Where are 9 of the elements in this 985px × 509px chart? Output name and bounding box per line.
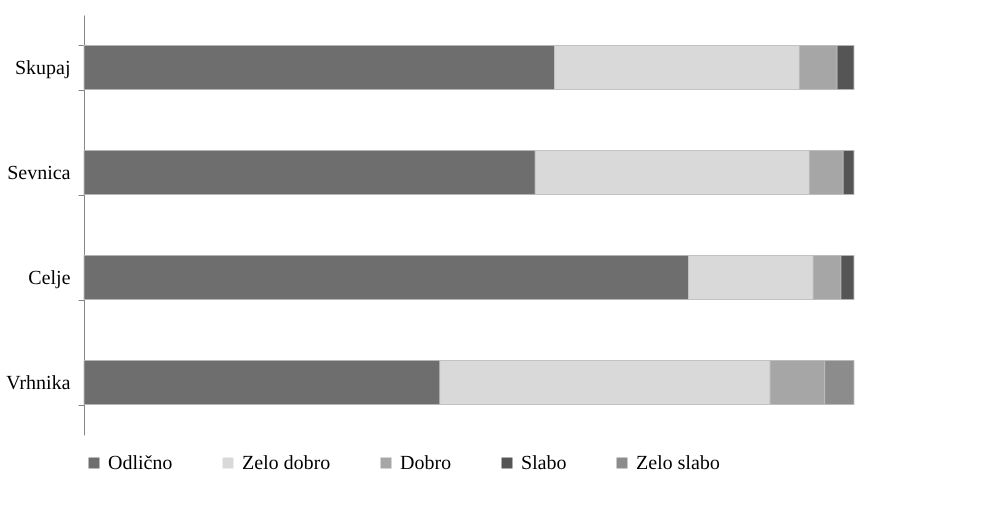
legend-label: Zelo dobro (242, 452, 330, 474)
legend-label: Odlično (108, 452, 172, 474)
y-tick-label: Sevnica (7, 162, 71, 184)
y-tick-label: Vrhnika (6, 372, 71, 394)
legend-label: Slabo (521, 452, 567, 474)
legend-label: Zelo slabo (636, 452, 720, 474)
y-tick-label: Celje (28, 267, 71, 289)
legend-label: Dobro (400, 452, 452, 474)
y-tick-label: Skupaj (14, 57, 70, 79)
